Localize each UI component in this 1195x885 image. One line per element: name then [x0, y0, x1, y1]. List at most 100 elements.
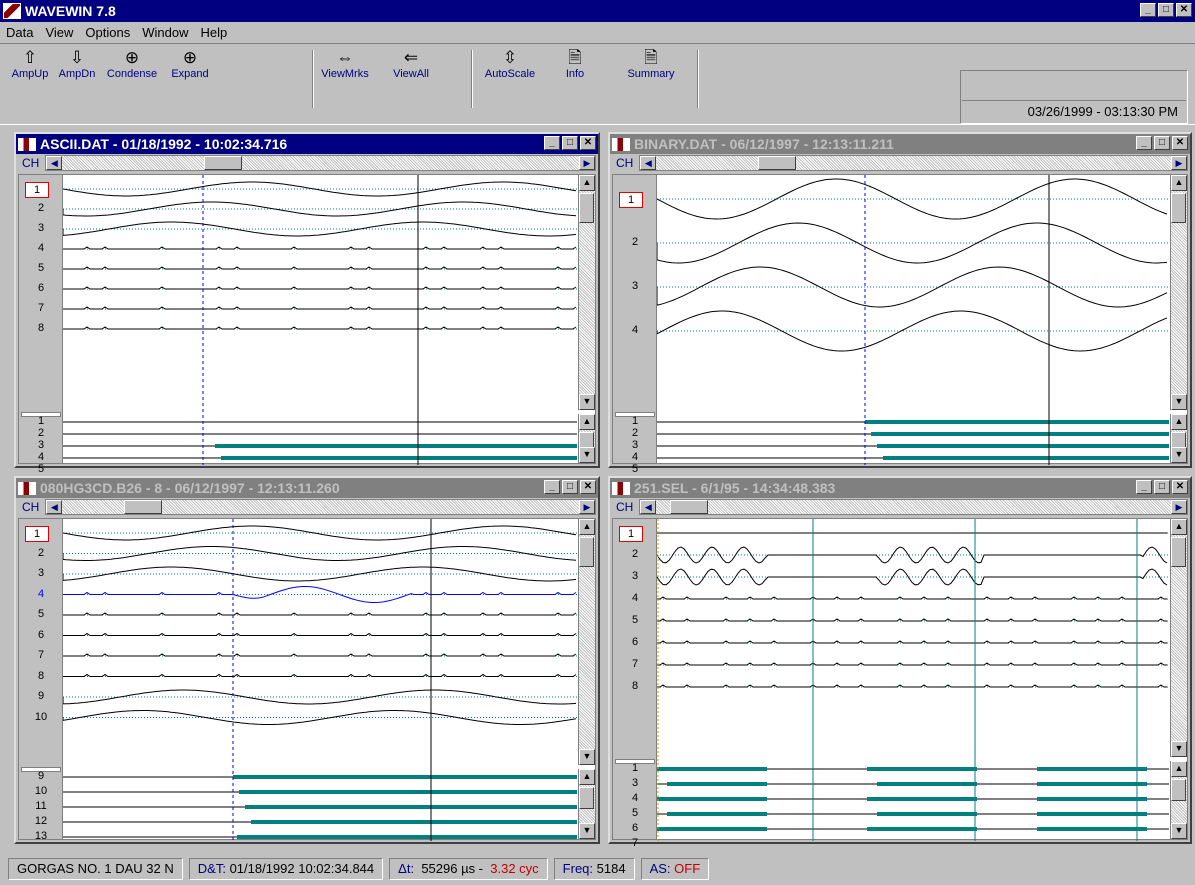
analog-channel-label[interactable]: 4 — [631, 592, 639, 604]
digital-vertical-scrollbar[interactable]: ▲ ▼ — [1170, 761, 1187, 839]
analog-channel-label[interactable]: 9 — [37, 690, 45, 702]
digital-vertical-scrollbar[interactable]: ▲ ▼ — [578, 414, 595, 463]
digital-channel-label[interactable]: 1 — [37, 415, 45, 427]
scroll-down-icon[interactable]: ▼ — [1171, 741, 1187, 757]
scroll-left-icon[interactable]: ◀ — [640, 500, 657, 514]
scroll-up-icon[interactable]: ▲ — [579, 414, 595, 430]
waveform-plot[interactable]: 1 2 3 4 1 2 3 4 5 ▲ ▼ ▲ ▼ — [612, 174, 1188, 475]
window-251-sel[interactable]: 251.SEL - 6/1/95 - 14:34:48.383 _ □ ✕ CH ◀ ▶ 1 2… — [608, 476, 1192, 849]
analog-channel-label[interactable]: 4 — [631, 324, 639, 336]
analog-channel-label[interactable]: 3 — [37, 222, 45, 234]
scroll-thumb[interactable] — [1171, 537, 1186, 567]
analog-channel-label[interactable]: 8 — [631, 680, 639, 692]
analog-channel-label[interactable]: 2 — [37, 546, 45, 559]
analog-channel-label[interactable]: 6 — [631, 636, 639, 648]
analog-channel-label[interactable]: 7 — [37, 302, 45, 314]
waveform-canvas[interactable] — [657, 519, 1169, 841]
digital-channel-label[interactable]: 4 — [631, 792, 639, 804]
maximize-icon[interactable]: □ — [562, 480, 578, 494]
child-titlebar[interactable]: 080HG3CD.B26 - 8 - 06/12/1997 - 12:13:11… — [16, 478, 598, 498]
waveform-plot[interactable]: 1 2 3 4 5 6 7 8 9 10 9 10 11 12 13 ▲ ▼ ▲ ▼ — [18, 518, 596, 842]
analog-channel-label[interactable]: 3 — [631, 570, 639, 582]
digital-channel-label[interactable]: 9 — [37, 770, 45, 782]
close-icon[interactable]: ✕ — [1176, 3, 1192, 17]
analog-channel-label[interactable]: 1 — [25, 182, 49, 198]
analog-channel-label[interactable]: 3 — [631, 280, 639, 292]
window-ascii-dat[interactable]: ASCII.DAT - 01/18/1992 - 10:02:34.716 _ □ ✕… — [14, 132, 600, 475]
waveform-plot[interactable]: 1 2 3 4 5 6 7 8 1 3 4 5 6 7 ▲ ▼ ▲ ▼ — [612, 518, 1188, 849]
window-binary-dat[interactable]: BINARY.DAT - 06/12/1997 - 12:13:11.211 _ □… — [608, 132, 1192, 475]
digital-channel-label[interactable]: 6 — [631, 822, 639, 834]
analog-channel-label[interactable]: 7 — [37, 649, 45, 661]
maximize-icon[interactable]: □ — [562, 136, 578, 150]
ampdn-button[interactable]: ⇩ AmpDn — [54, 48, 100, 88]
analog-channel-label[interactable]: 4 — [37, 242, 45, 254]
menu-window[interactable]: Window — [142, 24, 189, 40]
minimize-icon[interactable]: _ — [544, 136, 560, 150]
digital-channel-label[interactable]: 1 — [631, 415, 639, 427]
digital-channel-label[interactable]: 4 — [631, 451, 639, 463]
analog-channel-label[interactable]: 8 — [37, 322, 45, 334]
digital-channel-label[interactable]: 7 — [631, 837, 639, 849]
expand-button[interactable]: ⊕ Expand — [164, 48, 216, 88]
analog-channel-label[interactable]: 1 — [619, 192, 643, 208]
analog-vertical-scrollbar[interactable]: ▲ ▼ — [578, 175, 595, 410]
scroll-thumb[interactable] — [204, 156, 243, 170]
analog-channel-label[interactable]: 5 — [37, 262, 45, 274]
summary-button[interactable]: 🗎 Summary — [622, 48, 680, 88]
analog-channel-label[interactable]: 5 — [631, 614, 639, 626]
scroll-right-icon[interactable]: ▶ — [1171, 500, 1187, 514]
scroll-down-icon[interactable]: ▼ — [579, 749, 595, 765]
waveform-plot[interactable]: 1 2 3 4 5 6 7 8 1 2 3 4 5 ▲ ▼ ▲ ▼ — [18, 174, 596, 475]
menu-view[interactable]: View — [45, 24, 74, 40]
maximize-icon[interactable]: □ — [1154, 136, 1170, 150]
analog-vertical-scrollbar[interactable]: ▲ ▼ — [1170, 175, 1187, 410]
digital-channel-label[interactable]: 5 — [37, 463, 45, 475]
scroll-down-icon[interactable]: ▼ — [1171, 447, 1187, 463]
scroll-thumb[interactable] — [124, 500, 163, 514]
minimize-icon[interactable]: _ — [1136, 480, 1152, 494]
digital-channel-label[interactable]: 3 — [631, 439, 639, 451]
scroll-down-icon[interactable]: ▼ — [579, 823, 595, 839]
child-titlebar[interactable]: BINARY.DAT - 06/12/1997 - 12:13:11.211 _ □… — [610, 134, 1190, 154]
scroll-up-icon[interactable]: ▲ — [1171, 175, 1187, 191]
scroll-thumb[interactable] — [579, 537, 594, 567]
digital-vertical-scrollbar[interactable]: ▲ ▼ — [1170, 414, 1187, 463]
close-icon[interactable]: ✕ — [580, 136, 596, 150]
waveform-canvas[interactable] — [657, 175, 1169, 465]
scroll-thumb[interactable] — [579, 193, 594, 223]
digital-channel-label[interactable]: 3 — [37, 439, 45, 451]
scroll-up-icon[interactable]: ▲ — [579, 519, 595, 535]
scroll-right-icon[interactable]: ▶ — [1171, 156, 1187, 170]
analog-channel-label[interactable]: 2 — [631, 548, 639, 560]
scroll-up-icon[interactable]: ▲ — [1171, 414, 1187, 430]
analog-channel-label[interactable]: 5 — [37, 608, 45, 620]
menu-data[interactable]: Data — [6, 24, 34, 40]
digital-channel-label[interactable]: 5 — [631, 807, 639, 819]
waveform-canvas[interactable] — [63, 519, 577, 841]
digital-vertical-scrollbar[interactable]: ▲ ▼ — [578, 769, 595, 839]
horizontal-scrollbar[interactable]: ◀ ▶ — [45, 155, 596, 171]
menu-options[interactable]: Options — [85, 24, 131, 40]
channel-divider[interactable] — [21, 412, 61, 417]
scroll-thumb[interactable] — [1171, 779, 1186, 801]
horizontal-scrollbar[interactable]: ◀ ▶ — [45, 499, 596, 515]
maximize-icon[interactable]: □ — [1154, 480, 1170, 494]
analog-channel-label[interactable]: 7 — [631, 658, 639, 670]
close-icon[interactable]: ✕ — [1172, 480, 1188, 494]
scroll-left-icon[interactable]: ◀ — [46, 500, 63, 514]
condense-button[interactable]: ⊕ Condense — [102, 48, 162, 88]
scroll-down-icon[interactable]: ▼ — [579, 394, 595, 410]
minimize-icon[interactable]: _ — [1140, 3, 1156, 17]
scroll-down-icon[interactable]: ▼ — [579, 447, 595, 463]
scroll-up-icon[interactable]: ▲ — [1171, 519, 1187, 535]
scroll-down-icon[interactable]: ▼ — [1171, 823, 1187, 839]
channel-divider[interactable] — [615, 759, 655, 764]
analog-channel-label[interactable]: 6 — [37, 282, 45, 294]
analog-channel-label[interactable]: 2 — [631, 236, 639, 248]
maximize-icon[interactable]: □ — [1158, 3, 1174, 17]
horizontal-scrollbar[interactable]: ◀ ▶ — [639, 499, 1188, 515]
autoscale-button[interactable]: ⇳ AutoScale — [478, 48, 542, 88]
close-icon[interactable]: ✕ — [1172, 136, 1188, 150]
scroll-down-icon[interactable]: ▼ — [1171, 394, 1187, 410]
